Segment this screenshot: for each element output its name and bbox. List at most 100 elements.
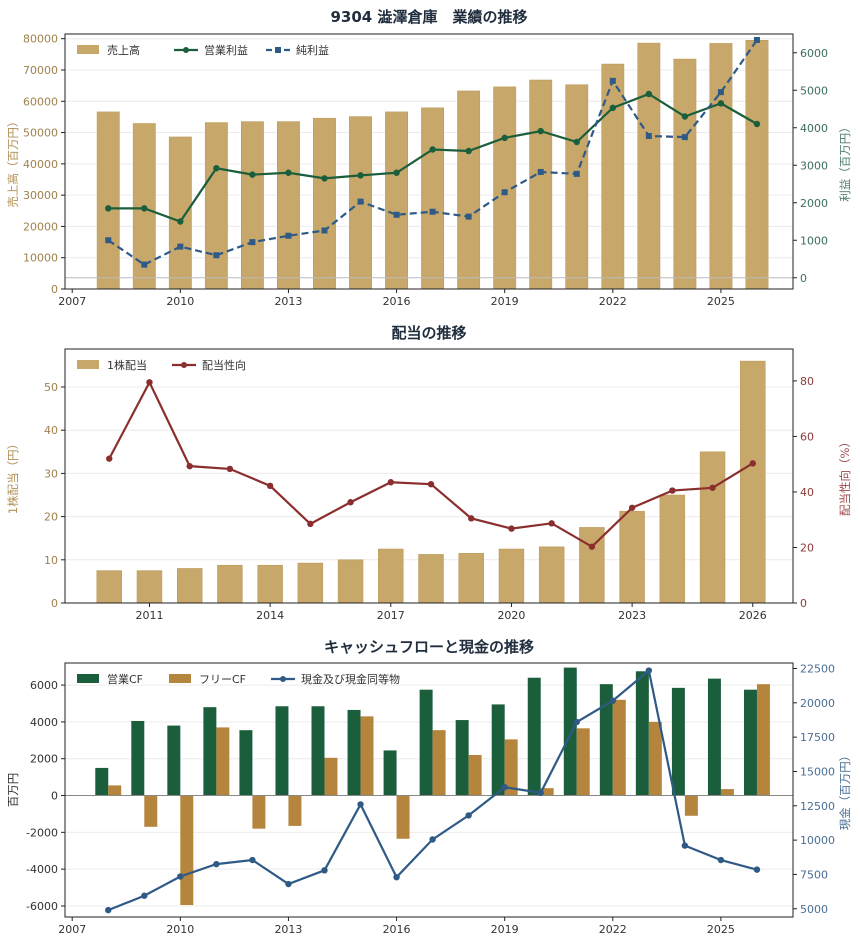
data-point xyxy=(213,860,220,868)
y-tick-label: 4000 xyxy=(30,716,58,729)
bar xyxy=(671,687,685,796)
data-point xyxy=(548,520,555,527)
data-point xyxy=(645,90,653,98)
y-axis-label: 百万円 xyxy=(6,773,20,808)
x-tick-label: 2025 xyxy=(707,923,735,936)
legend-label: 営業利益 xyxy=(204,43,248,57)
y2-tick-label: 60 xyxy=(800,430,814,443)
bar xyxy=(297,562,324,604)
chart-title: キャッシュフローと現金の推移 xyxy=(324,638,534,656)
y-tick-label: 0 xyxy=(51,597,58,610)
data-point xyxy=(307,520,314,528)
data-point xyxy=(285,880,292,888)
bar xyxy=(96,570,122,604)
y-tick-label: 60000 xyxy=(23,95,58,108)
bar xyxy=(324,757,338,796)
data-point xyxy=(429,146,436,153)
data-point xyxy=(177,243,184,250)
bar xyxy=(648,721,662,796)
bar xyxy=(337,559,364,604)
y-tick-label: 50000 xyxy=(23,127,58,140)
bar xyxy=(252,795,266,829)
legend-label: 純利益 xyxy=(296,43,329,57)
y-tick-label: 20 xyxy=(44,511,58,524)
bar xyxy=(563,667,577,796)
data-point xyxy=(717,89,724,96)
y-tick-label: 80000 xyxy=(23,33,58,46)
bar xyxy=(275,706,289,796)
bar xyxy=(168,136,192,290)
data-point xyxy=(588,543,596,550)
bar xyxy=(491,704,505,796)
bar xyxy=(419,689,433,796)
x-tick-label: 2013 xyxy=(274,295,302,308)
legend-swatch xyxy=(169,674,191,683)
data-point xyxy=(213,165,220,172)
y2-axis-label: 配当性向（%） xyxy=(838,436,852,516)
bar xyxy=(418,554,444,604)
x-tick-label: 2011 xyxy=(135,609,163,622)
legend-marker xyxy=(280,676,286,682)
bar xyxy=(203,707,217,796)
y2-tick-label: 1000 xyxy=(800,234,828,247)
data-point xyxy=(177,218,184,225)
bar xyxy=(529,79,553,290)
x-tick-label: 2019 xyxy=(491,923,519,936)
bar xyxy=(538,546,565,604)
y-tick-label: 70000 xyxy=(23,64,58,77)
data-point xyxy=(468,515,475,522)
legend-label: 配当性向 xyxy=(202,358,246,372)
bar xyxy=(396,795,410,839)
bar xyxy=(257,564,283,604)
data-point xyxy=(186,462,193,470)
y2-tick-label: 0 xyxy=(800,272,807,285)
x-tick-label: 2013 xyxy=(274,923,302,936)
y-tick-label: 30 xyxy=(44,467,58,480)
bar xyxy=(707,678,721,796)
legend-marker xyxy=(275,47,281,53)
bar xyxy=(743,689,757,796)
y-tick-label: 6000 xyxy=(30,679,58,692)
y-tick-label: 2000 xyxy=(30,753,58,766)
data-point xyxy=(285,169,292,176)
data-point xyxy=(709,484,716,491)
data-point xyxy=(141,892,148,899)
legend-label: 1株配当 xyxy=(107,358,147,372)
data-point xyxy=(249,239,256,246)
legend-swatch xyxy=(77,45,99,54)
data-point xyxy=(573,138,580,146)
bar xyxy=(576,728,590,796)
x-tick-label: 2019 xyxy=(491,295,519,308)
data-point xyxy=(141,261,148,268)
y-tick-label: 10000 xyxy=(23,252,58,265)
data-point xyxy=(669,487,676,494)
data-point xyxy=(429,836,436,843)
data-point xyxy=(106,455,113,462)
bar xyxy=(468,755,482,796)
y-tick-label: 0 xyxy=(51,283,58,296)
bar xyxy=(458,553,484,604)
data-point xyxy=(753,37,760,43)
y2-tick-label: 7500 xyxy=(800,868,828,881)
x-tick-label: 2022 xyxy=(599,295,627,308)
data-point xyxy=(249,171,256,178)
data-point xyxy=(357,172,364,179)
y-tick-label: 10 xyxy=(44,554,58,567)
y2-tick-label: 10000 xyxy=(800,834,835,847)
x-tick-label: 2023 xyxy=(618,609,646,622)
bar xyxy=(699,451,726,604)
x-tick-label: 2026 xyxy=(739,609,767,622)
bar xyxy=(684,795,698,816)
y-tick-label: -4000 xyxy=(26,863,58,876)
bar xyxy=(635,671,649,796)
bar xyxy=(385,111,408,290)
data-point xyxy=(105,237,112,244)
y-axis-label: 1株配当（円） xyxy=(6,438,20,514)
bar xyxy=(601,63,625,290)
series-line xyxy=(108,379,754,549)
y-tick-label: 50 xyxy=(44,381,58,394)
data-point xyxy=(749,460,756,467)
data-point xyxy=(357,801,364,808)
y-tick-label: 0 xyxy=(51,790,58,803)
